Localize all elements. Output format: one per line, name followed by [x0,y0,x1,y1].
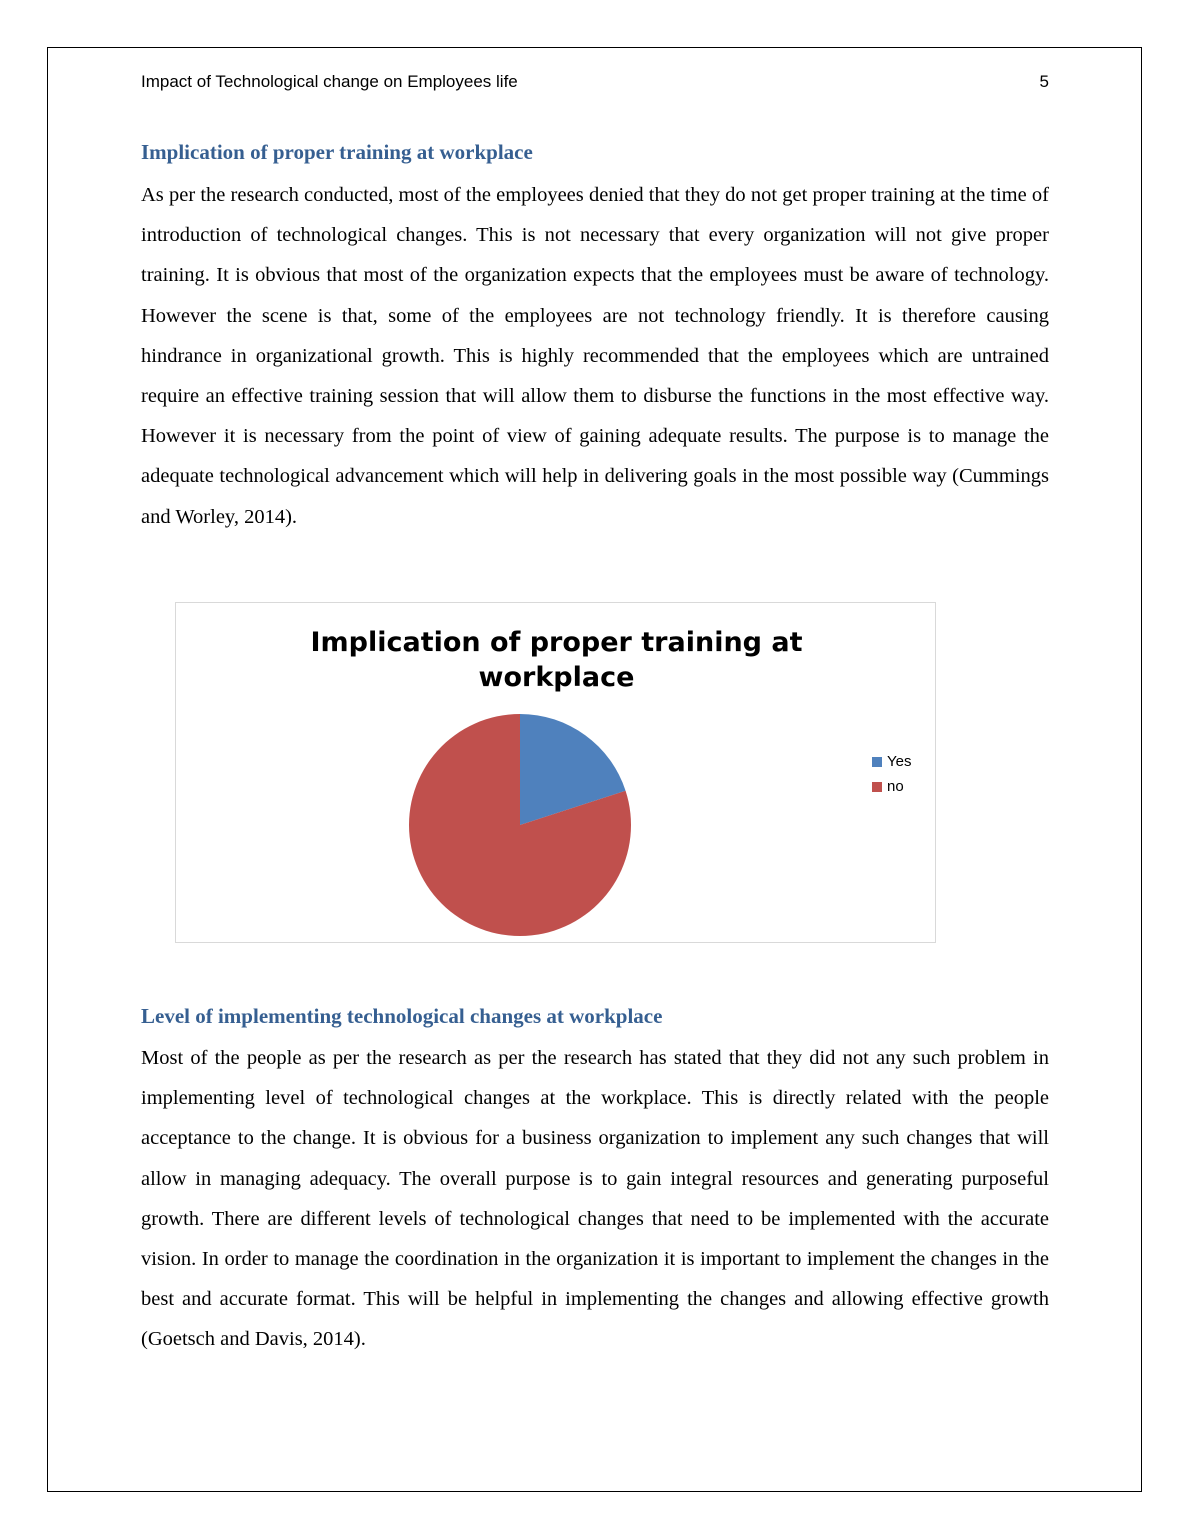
header-title: Impact of Technological change on Employ… [141,72,518,91]
chart-title-line: workplace [478,662,635,693]
page-number: 5 [1039,72,1049,91]
pie-slice-no [409,714,631,936]
pie-plot [409,714,631,936]
section-heading-training: Implication of proper training at workpl… [141,140,533,164]
paragraph-training: As per the research conducted, most of t… [141,184,1049,528]
legend-item-no: no [872,774,911,799]
chart-title: Implication of proper training at workpl… [176,625,937,695]
page-header: Impact of Technological change on Employ… [141,72,1049,92]
legend-swatch [872,756,882,767]
legend-label: Yes [887,753,912,770]
chart-title-line: Implication of proper training at [310,627,803,658]
pie-chart: Implication of proper training at workpl… [175,602,936,943]
page-border [47,47,1142,1492]
legend-swatch [872,781,882,792]
legend-label: no [887,778,904,795]
section-heading-implementation: Level of implementing technological chan… [141,1004,663,1028]
paragraph-implementation: Most of the people as per the research a… [141,1047,1049,1351]
legend-item-yes: Yes [872,749,911,774]
chart-legend: Yes no [872,749,911,799]
pie-slice-yes [520,714,626,825]
